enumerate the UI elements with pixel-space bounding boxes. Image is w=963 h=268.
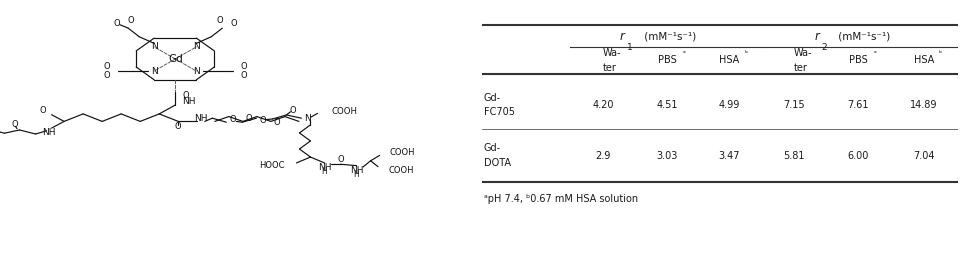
Text: O: O	[175, 122, 182, 131]
Text: O: O	[289, 106, 296, 115]
Text: H: H	[353, 170, 359, 179]
Text: O: O	[246, 114, 252, 123]
Text: COOH: COOH	[331, 107, 357, 116]
Text: O: O	[103, 71, 110, 80]
Text: 7.04: 7.04	[913, 151, 934, 161]
Text: (mM⁻¹s⁻¹): (mM⁻¹s⁻¹)	[836, 31, 891, 41]
Text: $r$: $r$	[619, 30, 627, 43]
Text: 14.89: 14.89	[910, 100, 937, 110]
Text: N: N	[193, 66, 199, 76]
Text: PBS: PBS	[848, 55, 868, 65]
Text: 7.61: 7.61	[847, 100, 869, 110]
Text: NH: NH	[195, 114, 208, 123]
Text: 3.03: 3.03	[657, 151, 678, 161]
Text: O: O	[337, 155, 344, 164]
Text: NH: NH	[318, 163, 331, 172]
Text: $r$: $r$	[814, 30, 821, 43]
Text: N: N	[151, 42, 158, 51]
Text: O: O	[114, 19, 120, 28]
Text: O: O	[39, 106, 46, 115]
Text: FC705: FC705	[483, 107, 515, 117]
Text: ᵇ: ᵇ	[744, 51, 747, 57]
Text: Gd-: Gd-	[483, 143, 501, 154]
Text: ter: ter	[603, 63, 617, 73]
Text: NH: NH	[350, 166, 363, 175]
Text: 1: 1	[627, 43, 633, 52]
Text: O: O	[241, 62, 247, 71]
Text: HOOC: HOOC	[259, 161, 284, 170]
Text: O: O	[229, 115, 236, 124]
Text: H: H	[322, 167, 327, 176]
Text: 4.20: 4.20	[592, 100, 613, 110]
Text: O: O	[241, 71, 247, 80]
Text: O: O	[183, 91, 190, 100]
Text: HSA: HSA	[914, 55, 934, 65]
Text: COOH: COOH	[388, 166, 413, 175]
Text: ᵇ: ᵇ	[939, 51, 942, 57]
Text: 6.00: 6.00	[847, 151, 869, 161]
Text: Gd: Gd	[168, 54, 183, 64]
Text: ᵃ: ᵃ	[873, 51, 876, 57]
Text: 4.51: 4.51	[657, 100, 678, 110]
Text: NH: NH	[183, 97, 196, 106]
Text: O: O	[259, 116, 266, 125]
Text: O: O	[12, 120, 18, 129]
Text: N: N	[151, 66, 158, 76]
Text: O: O	[127, 16, 134, 25]
Text: (mM⁻¹s⁻¹): (mM⁻¹s⁻¹)	[641, 31, 696, 41]
Text: ter: ter	[794, 63, 808, 73]
Text: Wa-: Wa-	[603, 48, 621, 58]
Text: 2.9: 2.9	[595, 151, 611, 161]
Text: 2: 2	[821, 43, 827, 52]
Text: HSA: HSA	[719, 55, 740, 65]
Text: NH: NH	[42, 128, 56, 137]
Text: 3.47: 3.47	[718, 151, 741, 161]
Text: 7.15: 7.15	[783, 100, 804, 110]
Text: PBS: PBS	[658, 55, 677, 65]
Text: Gd-: Gd-	[483, 93, 501, 103]
Text: O: O	[103, 62, 110, 71]
Text: N: N	[304, 114, 311, 123]
Text: ᵃ: ᵃ	[683, 51, 686, 57]
Text: 5.81: 5.81	[783, 151, 804, 161]
Text: O: O	[273, 118, 280, 127]
Text: O: O	[217, 16, 223, 25]
Text: N: N	[193, 42, 199, 51]
Text: O: O	[230, 19, 237, 28]
Text: 4.99: 4.99	[718, 100, 740, 110]
Text: COOH: COOH	[390, 148, 415, 157]
Text: DOTA: DOTA	[483, 158, 511, 168]
Text: Wa-: Wa-	[794, 48, 812, 58]
Text: ᵃpH 7.4, ᵇ0.67 mM HSA solution: ᵃpH 7.4, ᵇ0.67 mM HSA solution	[483, 194, 638, 204]
